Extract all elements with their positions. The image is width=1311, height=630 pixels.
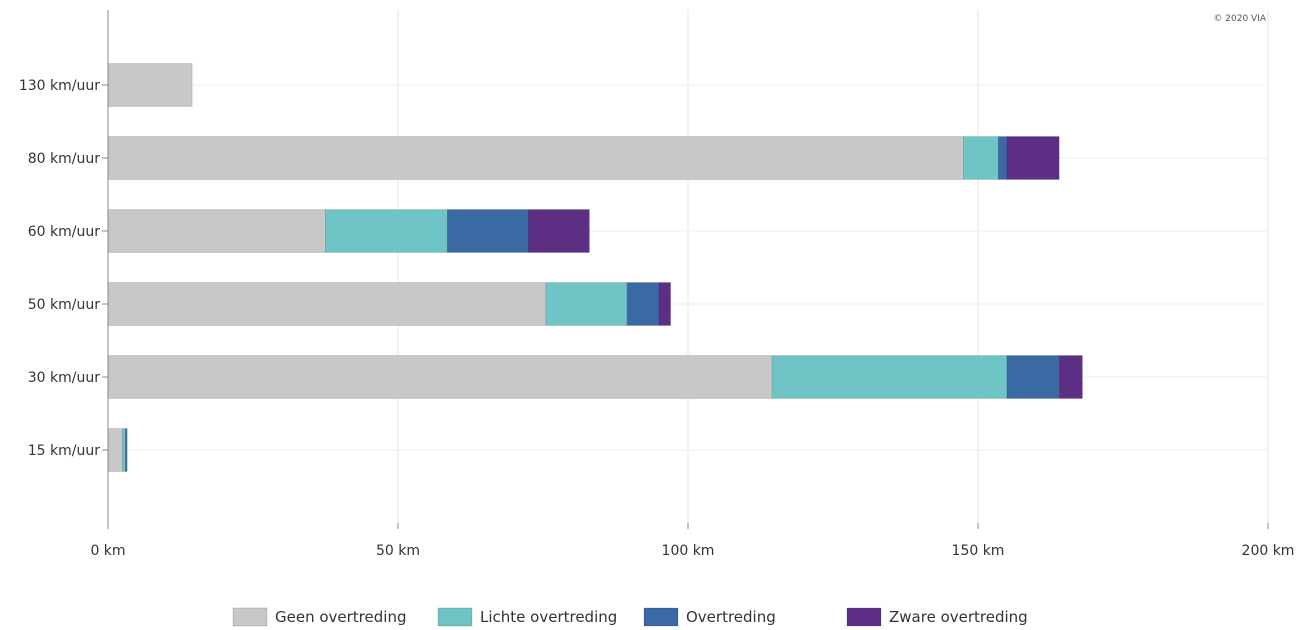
bar-segment bbox=[122, 428, 126, 472]
legend-item: Zware overtreding bbox=[846, 607, 1028, 627]
bar-segment bbox=[107, 209, 326, 253]
legend-item: Lichte overtreding bbox=[437, 607, 617, 627]
y-tick-label: 30 km/uur bbox=[28, 370, 100, 386]
y-tick-label: 80 km/uur bbox=[28, 151, 100, 167]
y-tick-label: 60 km/uur bbox=[28, 224, 100, 240]
legend-label: Overtreding bbox=[686, 608, 776, 626]
legend-label: Zware overtreding bbox=[889, 608, 1028, 626]
legend-swatch bbox=[846, 607, 882, 627]
legend-item: Overtreding bbox=[643, 607, 776, 627]
y-tick-label: 50 km/uur bbox=[28, 297, 100, 313]
legend-item: Geen overtreding bbox=[232, 607, 406, 627]
x-tick-label: 200 km bbox=[1242, 543, 1295, 559]
bar-segment bbox=[771, 355, 1008, 399]
bar-segment bbox=[626, 282, 660, 326]
bar-segment bbox=[107, 136, 964, 180]
y-tick-label: 130 km/uur bbox=[19, 78, 100, 94]
bar-segment bbox=[107, 63, 193, 107]
bar-segment bbox=[1006, 355, 1060, 399]
x-tick-label: 100 km bbox=[662, 543, 715, 559]
bar-segment bbox=[107, 282, 547, 326]
legend-swatch bbox=[643, 607, 679, 627]
legend-swatch bbox=[232, 607, 268, 627]
axis-layer: 0 km 50 km 100 km 150 km 200 km 130 km/uur 80 … bbox=[19, 10, 1295, 559]
bars-layer bbox=[107, 63, 1083, 472]
bar-segment bbox=[107, 355, 773, 399]
x-tick-label: 50 km bbox=[376, 543, 420, 559]
bar-segment bbox=[997, 136, 1008, 180]
x-tick-label: 0 km bbox=[90, 543, 125, 559]
bar-segment bbox=[963, 136, 999, 180]
bar-segment bbox=[528, 209, 590, 253]
bar-segment bbox=[658, 282, 671, 326]
bar-segment bbox=[545, 282, 628, 326]
y-tick-label: 15 km/uur bbox=[28, 443, 100, 459]
legend: Geen overtreding Lichte overtreding Overtr… bbox=[232, 607, 1028, 627]
copyright-note: © 2020 VIA bbox=[1213, 14, 1266, 24]
legend-label: Lichte overtreding bbox=[480, 608, 617, 626]
bar-segment bbox=[107, 428, 123, 472]
grid-layer bbox=[108, 10, 1269, 523]
legend-label: Geen overtreding bbox=[275, 608, 406, 626]
bar-segment bbox=[1006, 136, 1060, 180]
bar-segment bbox=[446, 209, 529, 253]
bar-segment bbox=[325, 209, 448, 253]
x-tick-label: 150 km bbox=[952, 543, 1005, 559]
bar-segment bbox=[1058, 355, 1083, 399]
bar-segment bbox=[125, 428, 128, 472]
legend-swatch bbox=[437, 607, 473, 627]
